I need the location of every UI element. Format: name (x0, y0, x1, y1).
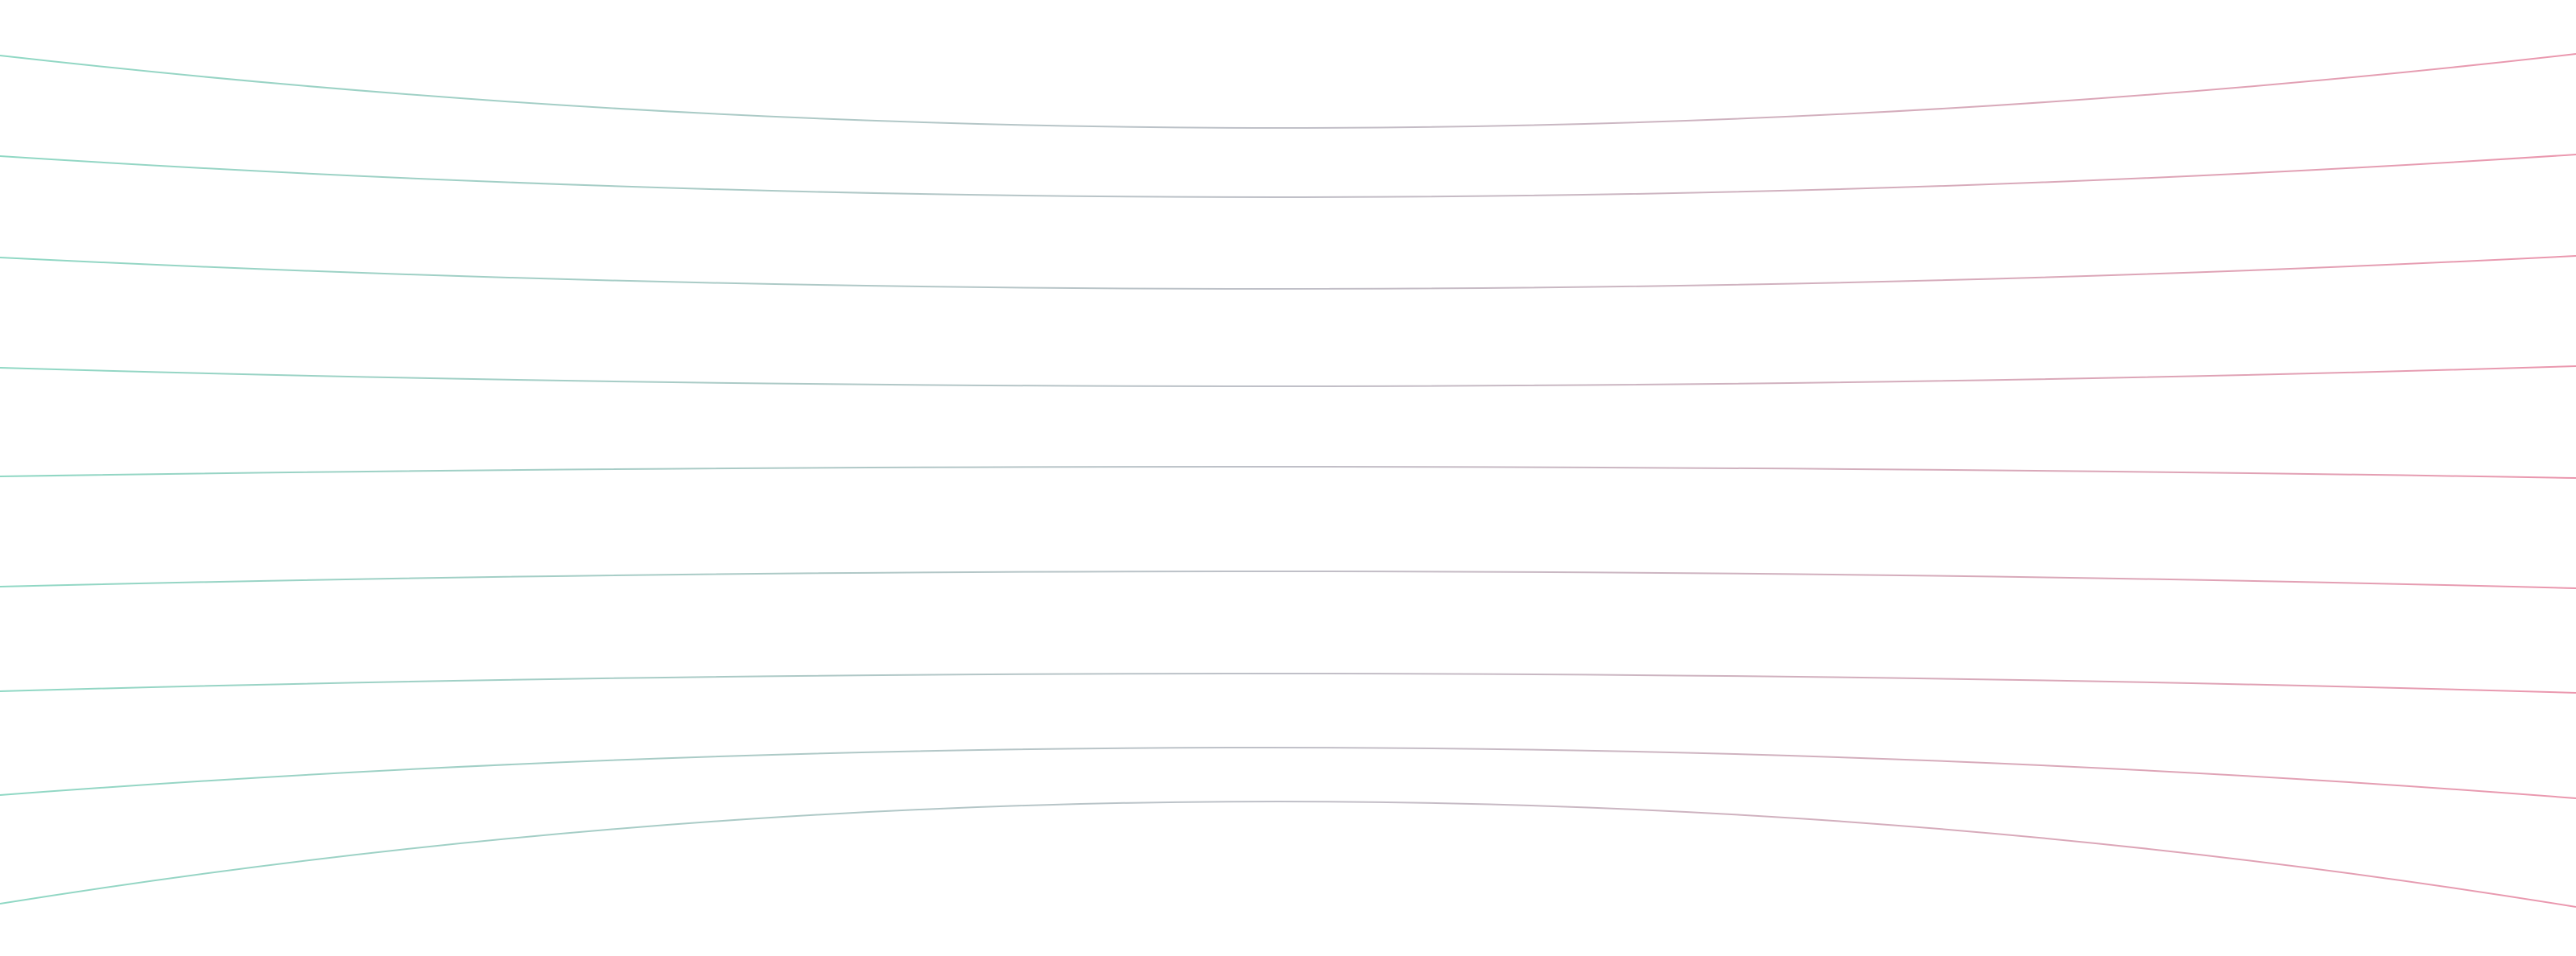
wave-line (0, 53, 2576, 129)
wave-line (0, 570, 2576, 589)
wave-line (0, 154, 2576, 199)
wave-line (0, 255, 2576, 291)
wave-line (0, 746, 2576, 799)
wave-line (0, 672, 2576, 694)
wave-line (0, 801, 2576, 908)
wave-line (0, 465, 2576, 479)
wave-line (0, 365, 2576, 388)
